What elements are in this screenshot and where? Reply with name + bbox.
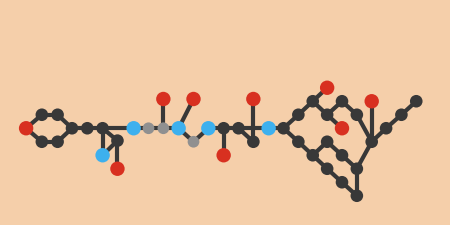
Circle shape <box>158 122 169 134</box>
Circle shape <box>306 95 319 108</box>
Circle shape <box>96 122 109 135</box>
Circle shape <box>36 135 48 148</box>
Circle shape <box>364 94 379 108</box>
Circle shape <box>216 148 231 162</box>
Circle shape <box>351 108 363 121</box>
Circle shape <box>321 108 333 121</box>
Circle shape <box>336 176 348 189</box>
Circle shape <box>186 92 201 106</box>
Circle shape <box>143 122 154 134</box>
Circle shape <box>110 162 125 176</box>
Circle shape <box>51 108 64 121</box>
Circle shape <box>95 148 110 162</box>
Circle shape <box>156 92 171 106</box>
Circle shape <box>201 121 216 135</box>
Circle shape <box>335 121 349 135</box>
Circle shape <box>126 121 141 135</box>
Circle shape <box>277 122 290 135</box>
Circle shape <box>66 122 78 135</box>
Circle shape <box>247 135 260 148</box>
Circle shape <box>232 122 245 135</box>
Circle shape <box>217 122 230 135</box>
Circle shape <box>81 122 94 135</box>
Circle shape <box>351 162 363 175</box>
Circle shape <box>188 136 199 148</box>
Circle shape <box>351 189 363 202</box>
Circle shape <box>321 135 333 148</box>
Circle shape <box>171 121 186 135</box>
Circle shape <box>292 108 305 121</box>
Circle shape <box>19 121 33 135</box>
Circle shape <box>261 121 276 135</box>
Circle shape <box>320 81 334 95</box>
Circle shape <box>306 149 319 162</box>
Circle shape <box>51 135 64 148</box>
Circle shape <box>395 108 408 121</box>
Circle shape <box>111 134 124 147</box>
Circle shape <box>292 135 305 148</box>
Circle shape <box>36 108 48 121</box>
Circle shape <box>380 122 392 135</box>
Circle shape <box>321 162 333 175</box>
Circle shape <box>336 95 348 108</box>
Circle shape <box>410 95 423 108</box>
Circle shape <box>246 92 261 106</box>
Circle shape <box>365 135 378 148</box>
Circle shape <box>336 149 348 162</box>
